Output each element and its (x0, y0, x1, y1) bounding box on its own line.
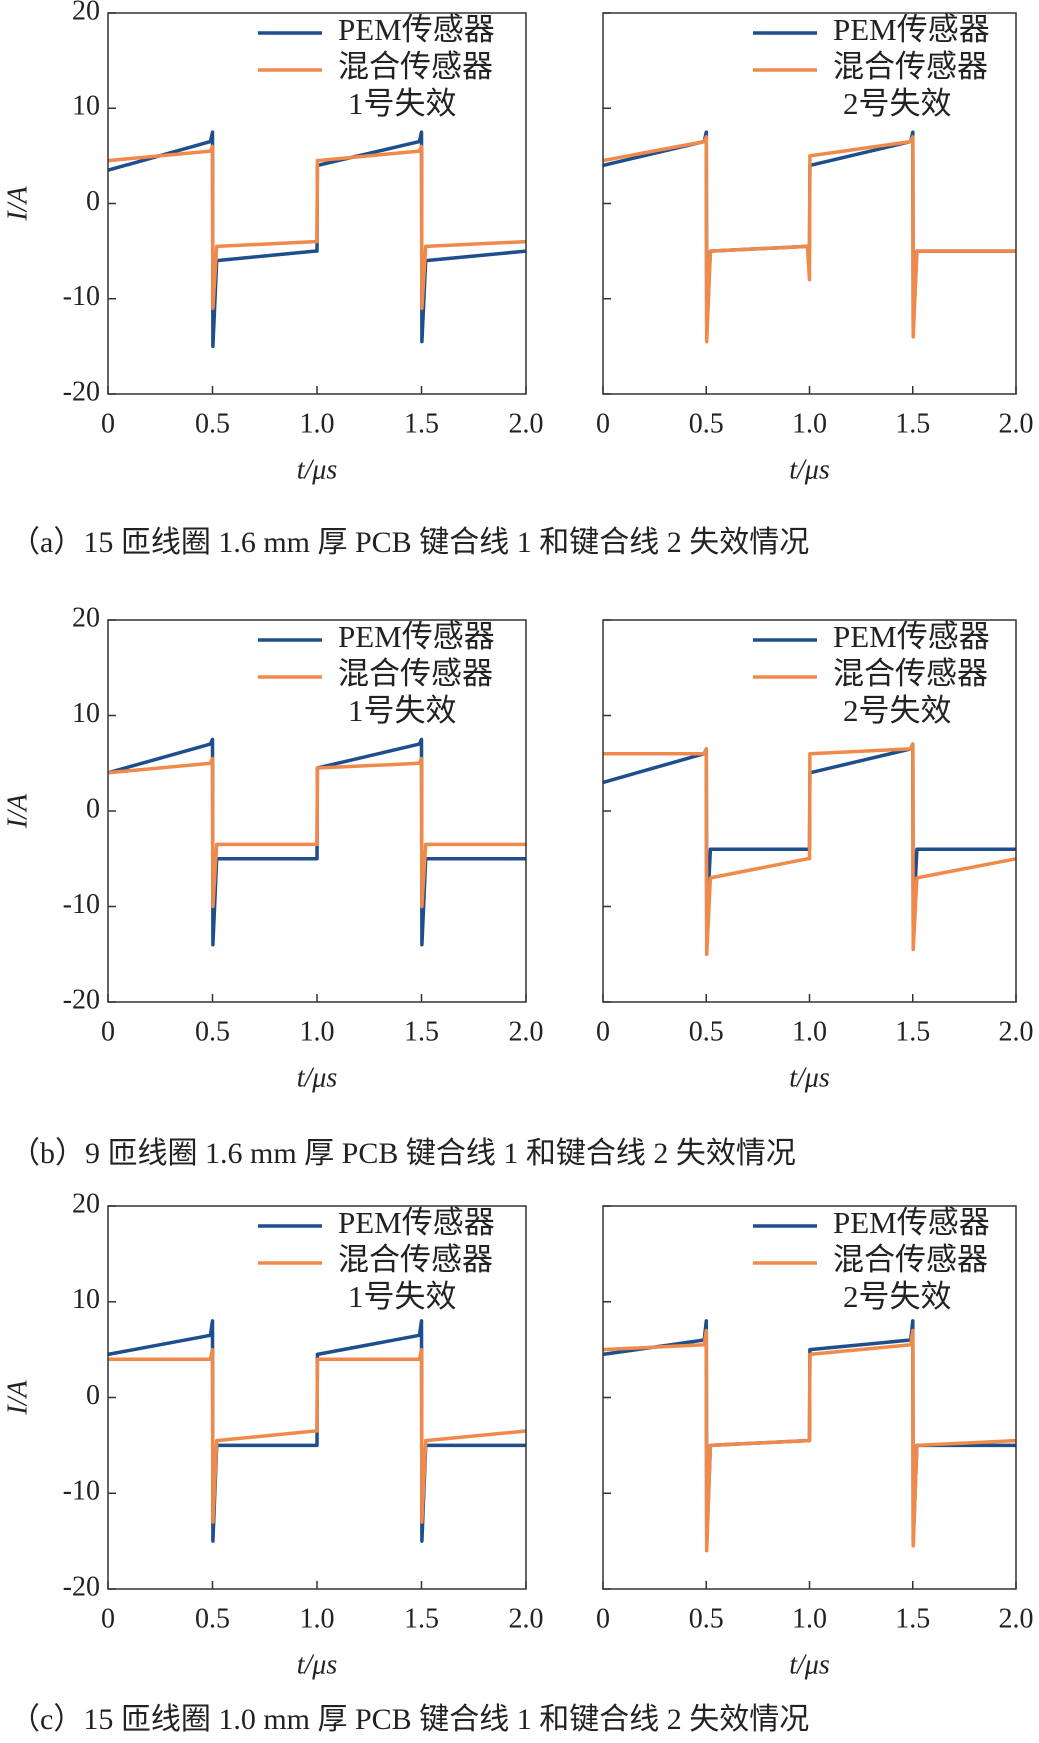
x-tick-label: 2.0 (509, 1603, 544, 1634)
x-tick-label: 0 (101, 1603, 115, 1634)
caption: （b）9 匝线圈 1.6 mm 厚 PCB 键合线 1 和键合线 2 失效情况 (10, 1137, 796, 1170)
x-axis-label: t/μs (297, 1062, 338, 1093)
y-tick-label: 10 (72, 91, 100, 122)
x-tick-label: 0 (596, 408, 610, 439)
y-tick-label: 10 (72, 1284, 100, 1315)
x-axis-label: t/μs (789, 1062, 830, 1093)
x-tick-label: 0 (596, 1016, 610, 1047)
x-axis-label: t/μs (297, 1649, 338, 1680)
y-tick-label: 0 (86, 1380, 100, 1411)
y-axis-label: I/A (2, 1380, 33, 1416)
y-tick-label: 0 (86, 793, 100, 824)
x-tick-label: 1.0 (300, 408, 335, 439)
y-tick-label: 0 (86, 186, 100, 217)
annotation: 2号失效 (843, 693, 952, 728)
x-tick-label: 1.0 (300, 1016, 335, 1047)
annotation: 1号失效 (348, 1279, 457, 1314)
annotation: 2号失效 (843, 86, 952, 121)
y-tick-label: -10 (63, 281, 100, 312)
x-tick-label: 1.5 (895, 408, 930, 439)
data-line (602, 135, 1016, 344)
x-tick-label: 1.0 (792, 1016, 827, 1047)
data-line (107, 144, 527, 311)
x-axis-label: t/μs (789, 1649, 830, 1680)
y-axis-label: I/A (2, 793, 33, 829)
x-tick-label: 0 (596, 1603, 610, 1634)
data-line (107, 756, 526, 909)
y-tick-label: -10 (63, 889, 100, 920)
x-tick-label: 2.0 (509, 408, 544, 439)
x-tick-label: 1.5 (404, 408, 439, 439)
data-line (602, 1328, 1017, 1553)
x-tick-label: 1.5 (404, 1603, 439, 1634)
y-axis-label: I/A (2, 186, 33, 222)
y-tick-label: 10 (72, 698, 100, 729)
x-tick-label: 0.5 (195, 408, 230, 439)
y-tick-label: 20 (72, 602, 100, 633)
x-tick-label: 2.0 (999, 408, 1034, 439)
data-line (107, 130, 527, 349)
legend-label: PEM传感器 (338, 1205, 495, 1240)
x-tick-label: 2.0 (509, 1016, 544, 1047)
legend-label: 混合传感器 (833, 1242, 988, 1277)
x-tick-label: 1.5 (404, 1016, 439, 1047)
legend-label: PEM传感器 (338, 12, 495, 47)
legend-label: 混合传感器 (833, 49, 988, 84)
y-tick-label: 20 (72, 0, 100, 26)
x-tick-label: 0.5 (689, 408, 724, 439)
x-tick-label: 1.0 (792, 1603, 827, 1634)
y-tick-label: -10 (63, 1476, 100, 1507)
y-tick-label: 20 (72, 1188, 100, 1219)
legend-label: 混合传感器 (338, 49, 493, 84)
x-tick-label: 2.0 (999, 1016, 1034, 1047)
legend-label: 混合传感器 (338, 656, 493, 691)
x-tick-label: 0.5 (689, 1603, 724, 1634)
legend-label: PEM传感器 (833, 12, 990, 47)
data-line (107, 737, 526, 947)
x-axis-label: t/μs (789, 454, 830, 485)
annotation: 1号失效 (348, 693, 457, 728)
annotation: 1号失效 (348, 86, 457, 121)
x-tick-label: 1.0 (792, 408, 827, 439)
data-line (603, 742, 1017, 957)
legend-label: 混合传感器 (338, 1242, 493, 1277)
x-tick-label: 0.5 (195, 1603, 230, 1634)
x-tick-label: 1.5 (895, 1603, 930, 1634)
caption: （a）15 匝线圈 1.6 mm 厚 PCB 键合线 1 和键合线 2 失效情况 (10, 526, 809, 559)
data-line (107, 1319, 526, 1543)
annotation: 2号失效 (843, 1279, 952, 1314)
y-tick-label: -20 (63, 984, 100, 1015)
y-tick-label: -20 (63, 376, 100, 407)
legend-label: PEM传感器 (338, 619, 495, 654)
x-tick-label: 1.0 (300, 1603, 335, 1634)
legend-label: PEM传感器 (833, 1205, 990, 1240)
x-axis-label: t/μs (297, 454, 338, 485)
x-tick-label: 2.0 (999, 1603, 1034, 1634)
x-tick-label: 0 (101, 1016, 115, 1047)
x-tick-label: 0.5 (689, 1016, 724, 1047)
x-tick-label: 0.5 (195, 1016, 230, 1047)
y-tick-label: -20 (63, 1571, 100, 1602)
caption: （c）15 匝线圈 1.0 mm 厚 PCB 键合线 1 和键合线 2 失效情况 (10, 1703, 809, 1736)
x-tick-label: 0 (101, 408, 115, 439)
data-line (108, 1347, 527, 1524)
x-tick-label: 1.5 (895, 1016, 930, 1047)
legend-label: PEM传感器 (833, 619, 990, 654)
legend-label: 混合传感器 (833, 656, 988, 691)
